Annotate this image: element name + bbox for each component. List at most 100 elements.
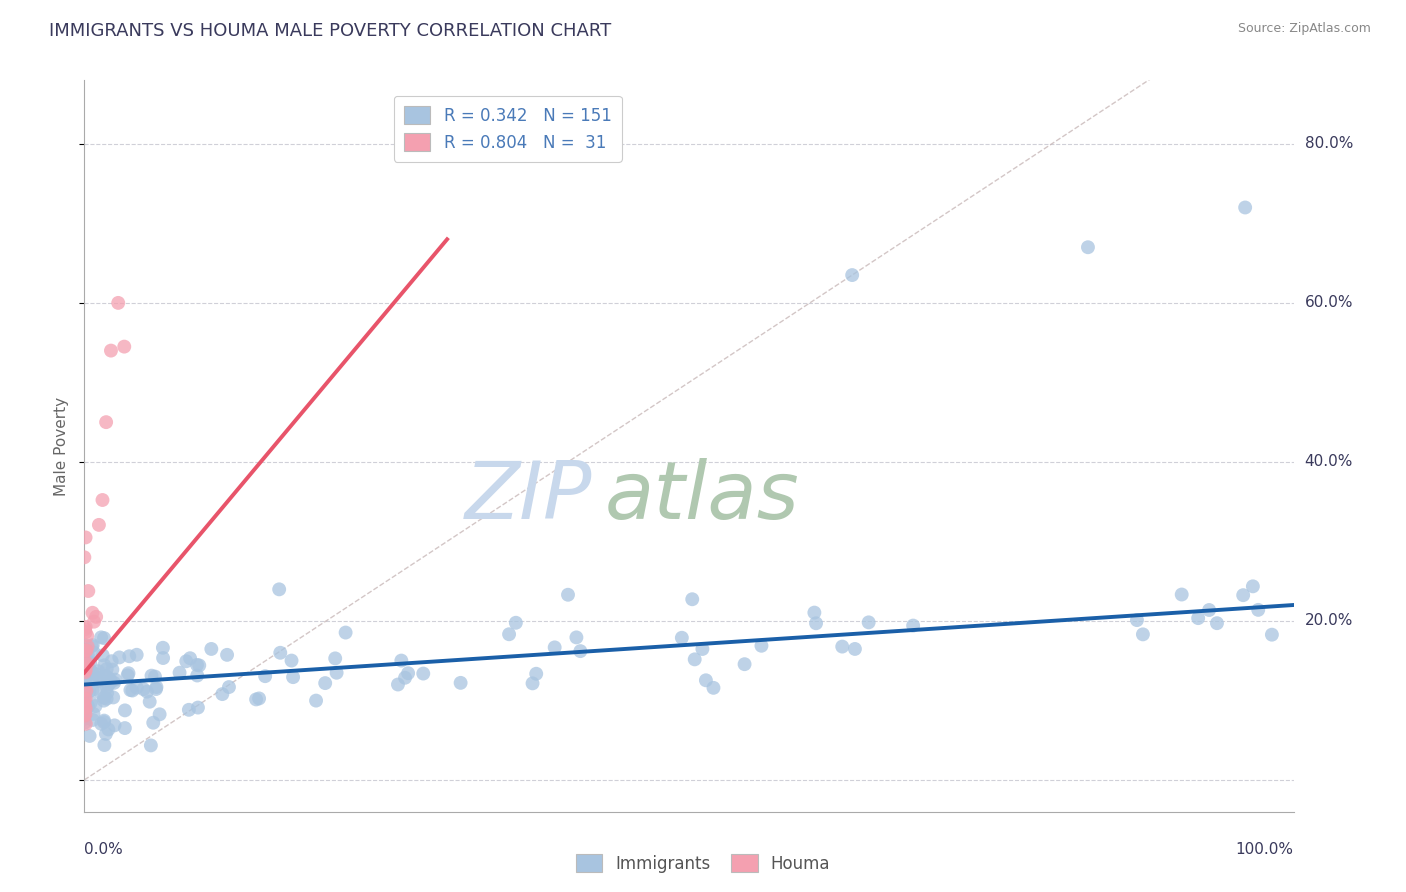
Point [100, 673, 122, 688]
Point [73, 692, 96, 706]
Point [75, 620, 97, 634]
Point [76, 657, 98, 671]
Point [77, 657, 100, 672]
Text: 0.0%: 0.0% [84, 842, 124, 857]
Point [76, 698, 98, 712]
Point [73, 646, 96, 660]
Point [681, 592, 703, 607]
Point [1198, 603, 1220, 617]
Point [125, 681, 148, 695]
Point [1241, 579, 1264, 593]
Point [1261, 628, 1284, 642]
Point [389, 654, 412, 668]
Point [245, 692, 267, 706]
Point [83, 646, 105, 660]
Point [901, 618, 924, 632]
Point [73, 690, 96, 704]
Point [751, 639, 773, 653]
Text: atlas: atlas [605, 458, 799, 536]
Point [803, 606, 825, 620]
Point [396, 666, 419, 681]
Point [96, 691, 118, 706]
Point [683, 652, 706, 666]
Point [103, 676, 125, 690]
Point [82, 713, 104, 727]
Point [93, 631, 115, 645]
Point [188, 658, 211, 673]
Point [103, 690, 125, 705]
Point [269, 646, 291, 660]
Point [132, 682, 155, 697]
Point [87, 664, 110, 678]
Point [104, 673, 127, 687]
Point [103, 718, 125, 732]
Point [544, 640, 567, 655]
Point [75, 625, 97, 640]
Point [149, 707, 172, 722]
Point [80, 696, 103, 710]
Point [73, 683, 96, 698]
Point [557, 588, 579, 602]
Point [91, 648, 114, 663]
Point [75, 530, 97, 544]
Legend: R = 0.342   N = 151, R = 0.804   N =  31: R = 0.342 N = 151, R = 0.804 N = 31 [394, 96, 621, 161]
Point [450, 676, 472, 690]
Point [145, 680, 167, 694]
Point [73, 643, 96, 657]
Point [323, 651, 346, 665]
Point [73, 715, 96, 730]
Point [84, 667, 107, 681]
Point [136, 684, 159, 698]
Point [79, 729, 101, 743]
Point [93, 738, 115, 752]
Point [75, 663, 97, 677]
Point [117, 668, 139, 682]
Point [831, 640, 853, 654]
Point [1187, 611, 1209, 625]
Point [75, 639, 97, 653]
Point [84, 610, 107, 624]
Point [200, 642, 222, 657]
Point [114, 721, 136, 735]
Point [177, 703, 200, 717]
Text: 80.0%: 80.0% [1305, 136, 1353, 152]
Point [108, 650, 131, 665]
Point [325, 665, 347, 680]
Point [89, 686, 111, 700]
Point [174, 654, 197, 668]
Point [82, 638, 104, 652]
Point [75, 669, 97, 683]
Point [73, 666, 96, 681]
Point [217, 648, 239, 662]
Point [75, 648, 97, 662]
Text: 20.0%: 20.0% [1305, 614, 1353, 628]
Point [498, 627, 520, 641]
Point [702, 681, 724, 695]
Point [73, 674, 96, 689]
Point [145, 681, 167, 696]
Point [73, 708, 96, 723]
Point [97, 671, 120, 685]
Point [387, 677, 409, 691]
Point [211, 687, 233, 701]
Point [93, 714, 115, 728]
Point [1232, 588, 1254, 602]
Point [394, 671, 416, 685]
Legend: Immigrants, Houma: Immigrants, Houma [569, 847, 837, 880]
Point [804, 616, 827, 631]
Point [1247, 603, 1270, 617]
Point [692, 642, 714, 657]
Point [73, 665, 96, 679]
Point [82, 665, 104, 680]
Point [281, 670, 304, 684]
Point [138, 695, 160, 709]
Point [121, 683, 143, 698]
Point [412, 666, 434, 681]
Point [565, 631, 588, 645]
Point [139, 739, 162, 753]
Point [186, 668, 208, 682]
Point [101, 663, 124, 677]
Point [87, 671, 110, 685]
Point [75, 716, 97, 731]
Point [90, 631, 112, 645]
